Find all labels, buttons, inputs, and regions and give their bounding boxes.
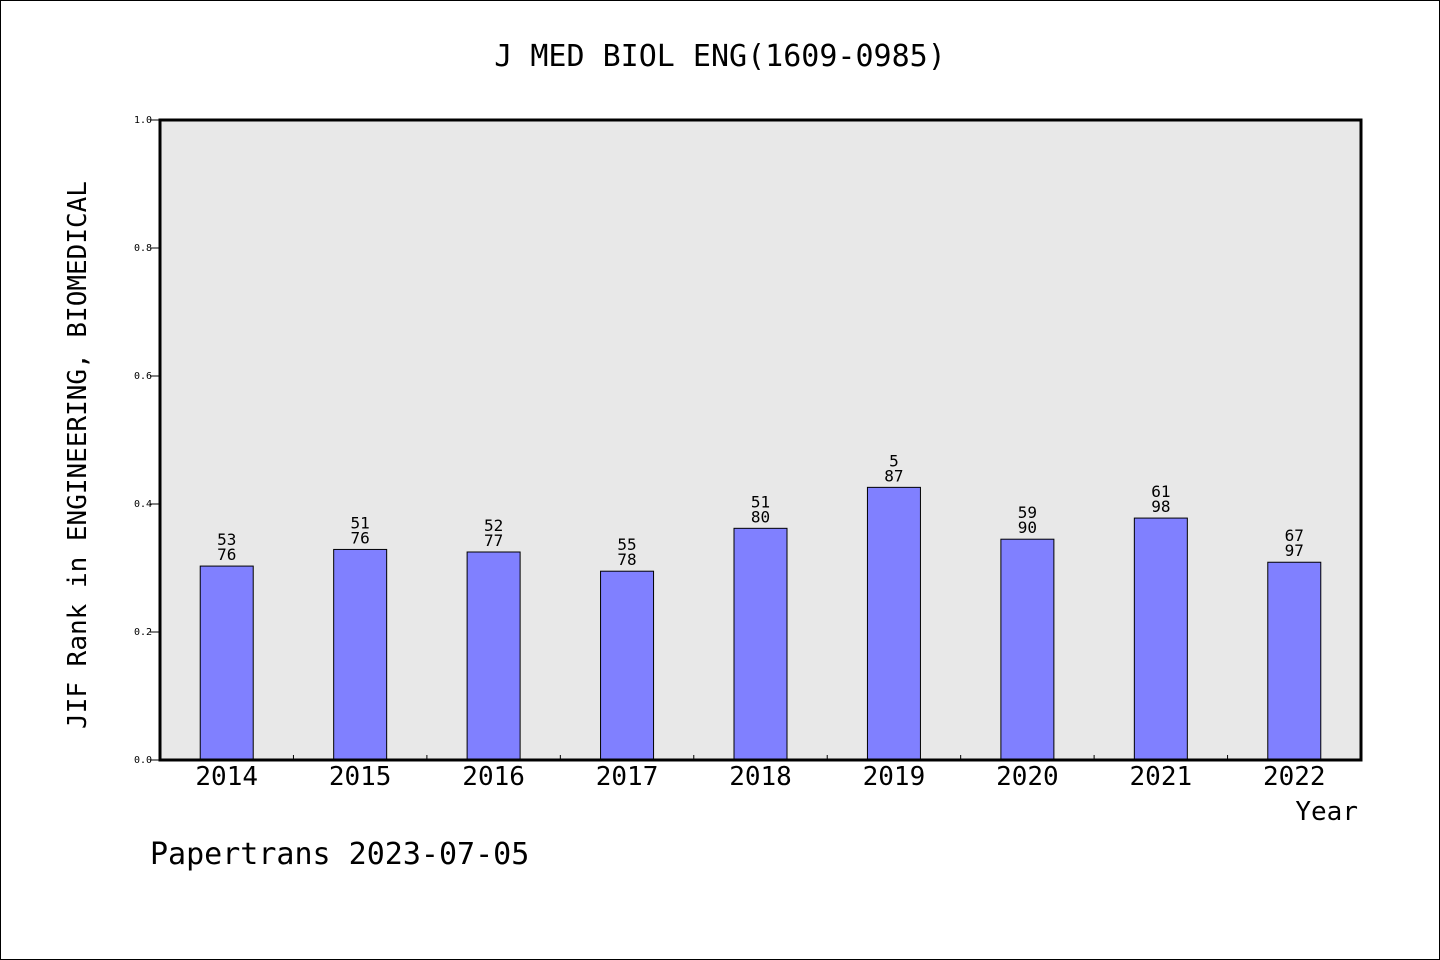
bar-2015: [333, 548, 388, 761]
x-axis-labels: 2014 2015 2016 2017 2018 2019 2020 2021 2022: [195, 762, 1325, 792]
x-tick-label: 2020: [996, 762, 1059, 792]
x-tick-label: 2016: [462, 762, 525, 792]
y-tick-label: 0.2: [134, 627, 152, 638]
bar-total-label: 78: [617, 550, 636, 569]
x-tick-label: 2018: [729, 762, 792, 792]
x-tick-label: 2022: [1263, 762, 1326, 792]
y-tick-label: 0.0: [134, 755, 152, 766]
bar-2021: [1133, 517, 1188, 761]
bar-2022: [1267, 561, 1322, 761]
x-tick-label: 2017: [596, 762, 659, 792]
bar-2017: [600, 570, 655, 761]
bar-rank-label: 61: [1151, 482, 1170, 501]
bar-total-label: 80: [751, 507, 770, 526]
bar-total-label: 90: [1018, 518, 1037, 537]
bar-2020: [1000, 538, 1055, 761]
bar-rank-label: 5: [889, 451, 899, 470]
y-axis-title: JIF Rank in ENGINEERING, BIOMEDICAL: [63, 181, 93, 729]
bar-2016: [466, 551, 521, 761]
bar-total-label: 76: [351, 528, 370, 547]
footer-credit: Papertrans 2023-07-05: [150, 837, 529, 872]
bar-rank-label: 53: [217, 530, 236, 549]
bar-total-label: 97: [1285, 541, 1304, 560]
chart-title: J MED BIOL ENG(1609-0985): [494, 39, 946, 74]
y-tick-label: 1.0: [134, 115, 152, 126]
y-tick-label: 0.4: [134, 499, 152, 510]
bar-2018: [733, 527, 788, 761]
bars: [199, 486, 1322, 761]
bar-rank-label: 51: [351, 513, 370, 532]
y-tick-label: 0.6: [134, 371, 152, 382]
x-tick-label: 2019: [863, 762, 926, 792]
bar-rank-label: 51: [751, 492, 770, 511]
bar-total-label: 77: [484, 531, 503, 550]
x-tick-label: 2014: [195, 762, 258, 792]
x-tick-label: 2021: [1130, 762, 1193, 792]
bar-rank-label: 67: [1285, 526, 1304, 545]
x-tick-label: 2015: [329, 762, 392, 792]
y-tick-label: 0.8: [134, 243, 152, 254]
x-axis-title: Year: [1295, 797, 1358, 827]
bar-rank-label: 55: [617, 535, 636, 554]
bar-2014: [199, 565, 254, 761]
y-axis-ticks: 0.0 0.2 0.4 0.6 0.8 1.0: [134, 115, 160, 766]
bar-2019: [866, 486, 921, 761]
bar-total-label: 98: [1151, 497, 1170, 516]
bar-total-label: 87: [884, 466, 903, 485]
bar-total-label: 76: [217, 545, 236, 564]
bar-rank-label: 52: [484, 516, 503, 535]
plot-border: [158, 118, 1363, 762]
bar-rank-label: 59: [1018, 503, 1037, 522]
